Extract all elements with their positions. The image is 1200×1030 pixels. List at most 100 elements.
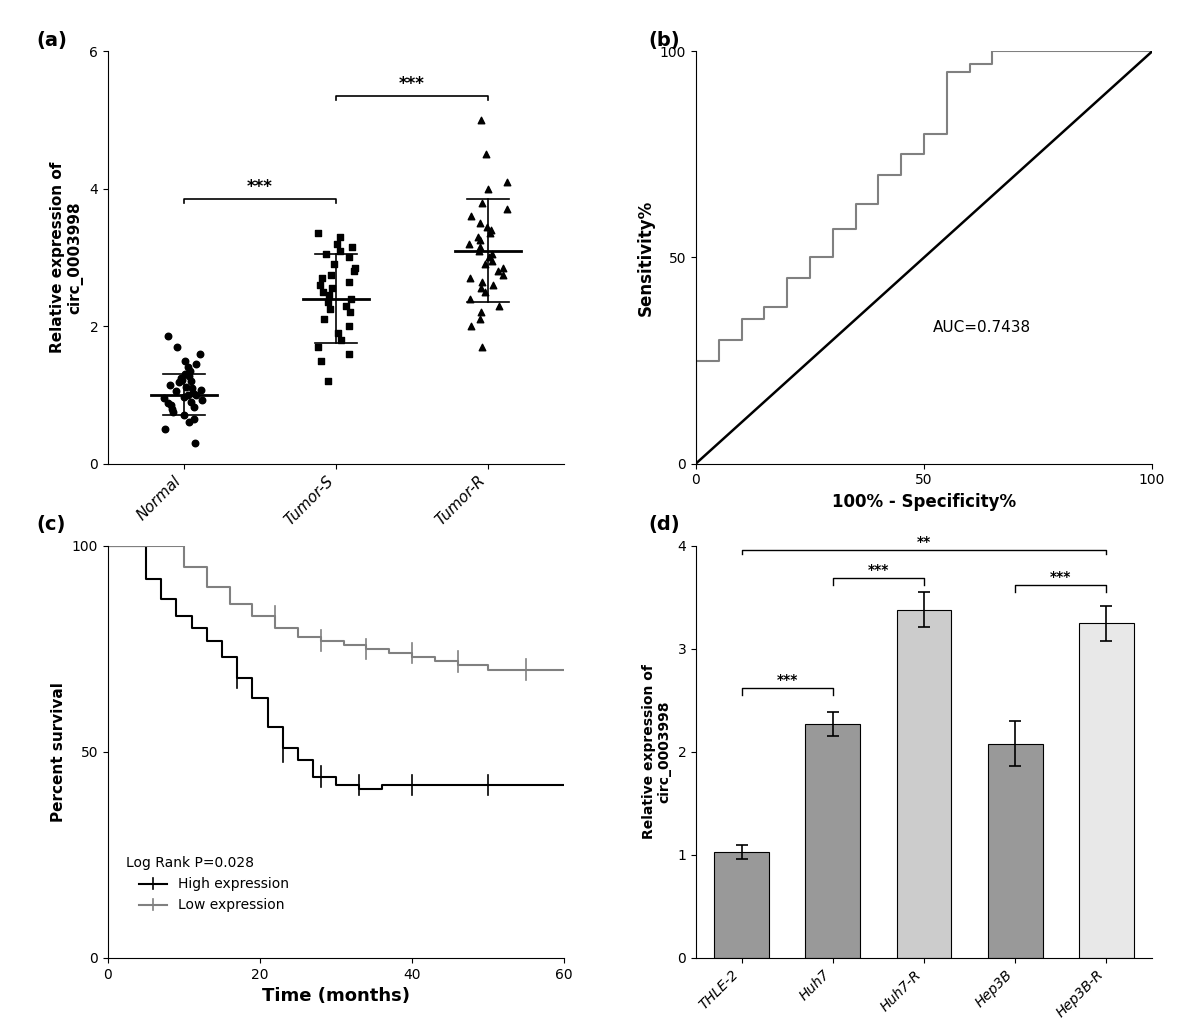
Text: (c): (c) <box>36 515 65 534</box>
Point <box>341 304 360 320</box>
Point <box>176 378 196 394</box>
Point <box>342 239 361 255</box>
Point <box>179 386 198 403</box>
Point <box>175 388 194 405</box>
Point <box>346 260 365 276</box>
Bar <box>714 852 769 958</box>
Point <box>192 392 211 409</box>
Point <box>311 277 330 294</box>
Y-axis label: Percent survival: Percent survival <box>52 682 66 822</box>
Point <box>481 221 500 238</box>
Bar <box>896 610 952 958</box>
Point <box>493 260 512 276</box>
Point <box>329 324 348 341</box>
Point <box>163 404 182 420</box>
Point <box>493 267 512 283</box>
Point <box>191 382 210 399</box>
Point <box>482 246 502 263</box>
Text: ***: *** <box>1050 570 1072 584</box>
Point <box>475 283 494 300</box>
Point <box>158 394 178 411</box>
Point <box>187 386 206 403</box>
Point <box>469 242 488 259</box>
Point <box>179 359 198 376</box>
Point <box>482 252 502 269</box>
Point <box>470 239 490 255</box>
Point <box>308 339 328 355</box>
Text: ***: *** <box>400 75 425 93</box>
Point <box>186 355 205 372</box>
Point <box>461 270 480 286</box>
Point <box>184 385 203 402</box>
Point <box>155 390 174 407</box>
Point <box>185 399 204 415</box>
Point <box>174 407 193 423</box>
Point <box>330 229 349 245</box>
Point <box>322 280 341 297</box>
Point <box>344 263 364 279</box>
Point <box>156 421 175 438</box>
Bar <box>988 744 1043 958</box>
Text: ***: *** <box>868 562 889 577</box>
Point <box>472 280 491 297</box>
Point <box>340 345 359 362</box>
Point <box>175 366 194 382</box>
Point <box>172 372 191 388</box>
Point <box>470 215 490 232</box>
Point <box>340 318 359 335</box>
Text: ***: *** <box>776 673 798 687</box>
Point <box>172 370 191 386</box>
Point <box>473 273 492 289</box>
Point <box>161 376 180 392</box>
Point <box>311 352 330 369</box>
Point <box>318 373 337 389</box>
Point <box>488 263 508 279</box>
Point <box>166 383 185 400</box>
Point <box>340 249 359 266</box>
Point <box>336 298 355 314</box>
Legend: High expression, Low expression: High expression, Low expression <box>133 872 294 918</box>
Point <box>318 294 337 310</box>
Point <box>462 318 481 335</box>
Point <box>484 277 503 294</box>
Point <box>475 256 494 273</box>
Point <box>175 352 194 369</box>
Point <box>191 345 210 362</box>
Point <box>476 146 496 163</box>
Point <box>185 411 204 427</box>
Point <box>313 283 332 300</box>
Point <box>473 339 492 355</box>
Point <box>325 256 344 273</box>
Point <box>497 174 516 191</box>
Point <box>180 363 199 379</box>
Point <box>340 273 359 289</box>
Point <box>331 332 350 348</box>
Text: Log Rank P=0.028: Log Rank P=0.028 <box>126 856 254 870</box>
Point <box>158 329 178 345</box>
Point <box>342 290 361 307</box>
Point <box>470 232 490 248</box>
Point <box>182 380 202 397</box>
X-axis label: Time (months): Time (months) <box>262 987 410 1005</box>
Point <box>490 298 509 314</box>
Point <box>314 311 334 328</box>
Point <box>317 246 336 263</box>
Point <box>479 180 498 197</box>
Point <box>468 229 487 245</box>
Y-axis label: Sensitivity%: Sensitivity% <box>636 200 654 315</box>
Bar <box>805 724 860 958</box>
Point <box>169 374 188 390</box>
Text: (b): (b) <box>648 31 679 49</box>
Y-axis label: Relative expression of
circ_0003998: Relative expression of circ_0003998 <box>642 664 672 839</box>
Point <box>313 270 332 286</box>
Point <box>460 236 479 252</box>
Point <box>479 249 498 266</box>
Text: AUC=0.7438: AUC=0.7438 <box>934 319 1031 335</box>
Point <box>478 218 497 235</box>
Point <box>181 393 200 410</box>
Point <box>472 195 491 211</box>
Point <box>308 226 328 242</box>
Text: **: ** <box>917 535 931 549</box>
Point <box>322 267 341 283</box>
Text: (a): (a) <box>36 31 67 49</box>
